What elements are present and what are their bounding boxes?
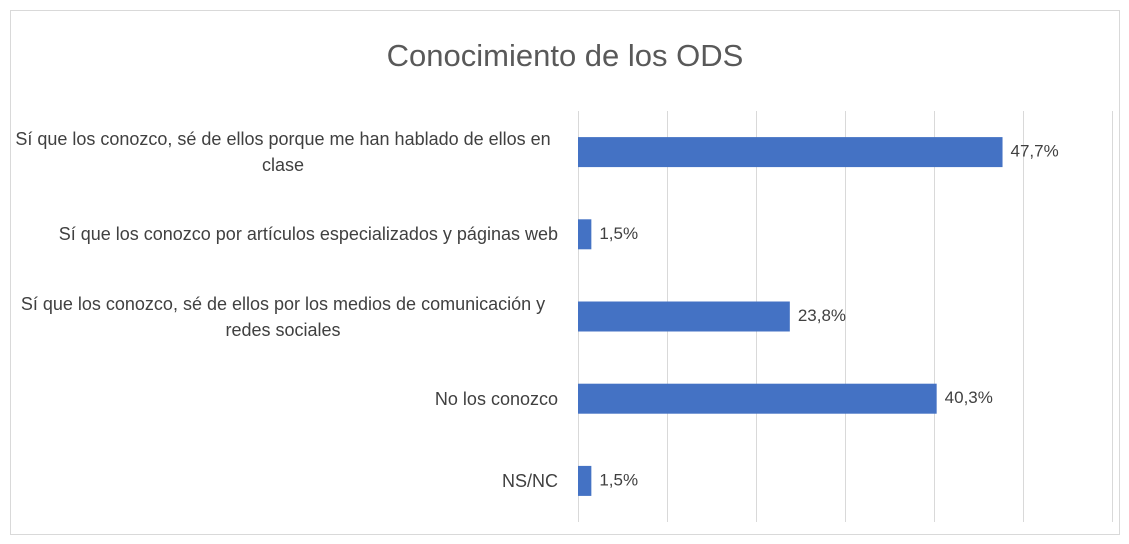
bar <box>578 465 592 496</box>
y-tick-label: No los conozco <box>434 388 558 409</box>
y-tick-label: Sí que los conozco, sé de ellos por los … <box>20 293 546 340</box>
data-label: 1,5% <box>599 470 638 489</box>
data-label: 47,7% <box>1011 142 1059 161</box>
chart-title: Conocimiento de los ODS <box>387 38 744 73</box>
data-label: 23,8% <box>798 306 846 325</box>
y-tick-label: Sí que los conozco por artículos especia… <box>58 224 558 245</box>
y-tick-label: NS/NC <box>501 470 558 491</box>
bar <box>578 137 1003 168</box>
data-label: 40,3% <box>945 388 993 407</box>
bar <box>578 301 790 332</box>
chart-frame <box>10 10 1120 535</box>
bar <box>578 383 937 414</box>
data-label: 1,5% <box>599 224 638 243</box>
bar <box>578 219 592 250</box>
y-tick-label: Sí que los conozco, sé de ellos porque m… <box>15 129 551 176</box>
